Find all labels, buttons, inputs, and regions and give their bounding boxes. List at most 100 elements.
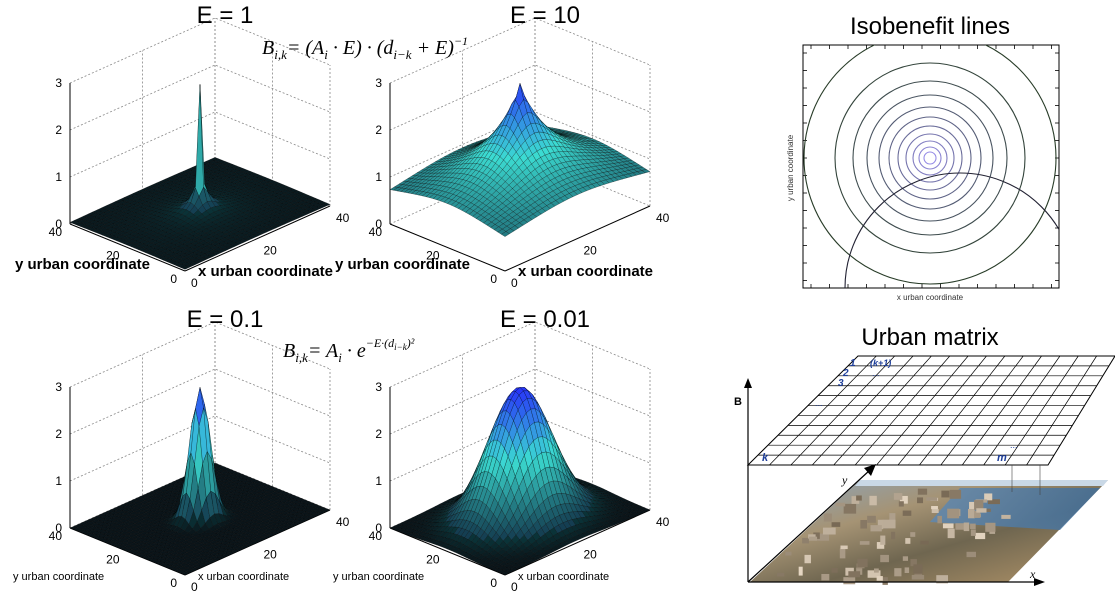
contour-ring	[918, 146, 942, 170]
y-tick-label: 40	[369, 529, 383, 543]
z-tick-label: 2	[55, 123, 62, 137]
z-tick-label: 3	[375, 76, 382, 90]
axis-x-label: x	[1029, 567, 1036, 581]
city-building	[835, 502, 846, 507]
z-tick-label: 0	[375, 217, 382, 231]
grid-column-line	[1026, 355, 1097, 466]
city-building	[851, 496, 860, 504]
y-axis	[389, 527, 506, 576]
cell-label-k-plus-1: (k+1)	[870, 358, 891, 368]
cell-label-dots-right: ...	[1010, 440, 1018, 450]
y-axis	[69, 223, 186, 272]
grid-column-line	[962, 355, 1042, 466]
city-building	[910, 559, 917, 567]
grid-column-line	[812, 355, 914, 466]
city-building	[857, 558, 868, 568]
z-gridline	[389, 64, 651, 131]
y-axis-label: y urban coordinate	[335, 256, 470, 273]
city-building	[985, 522, 996, 532]
x-axis-label: x urban coordinate	[518, 571, 609, 583]
z-gridline	[389, 17, 651, 84]
z-tick-label: 3	[55, 380, 62, 394]
z-tick-label: 0	[55, 521, 62, 535]
city-building	[859, 541, 870, 545]
city-building	[917, 497, 924, 504]
city-building	[877, 519, 884, 530]
city-building	[963, 522, 970, 532]
surface-mesh	[389, 82, 651, 237]
city-building	[970, 523, 976, 529]
x-axis	[184, 205, 331, 272]
y-axis	[389, 223, 506, 272]
city-building	[867, 570, 881, 578]
city-building	[949, 489, 962, 499]
city-building	[777, 572, 785, 577]
cell-label-1: 1	[850, 358, 856, 369]
city-building	[804, 554, 811, 564]
plot-title: E = 0.1	[187, 306, 264, 333]
city-building	[891, 531, 896, 540]
y-tick-label: 40	[49, 529, 63, 543]
city-building	[831, 522, 841, 527]
z-gridline	[69, 111, 331, 178]
surface-mesh	[69, 84, 331, 270]
city-building	[860, 520, 868, 529]
y-tick-label: 20	[426, 249, 440, 263]
city-building	[882, 577, 888, 585]
z-tick-label: 3	[375, 380, 382, 394]
z-tick-label: 1	[375, 170, 382, 184]
z-gridline	[69, 368, 331, 435]
grid-column-line	[790, 355, 895, 466]
grid-column-line	[983, 355, 1061, 466]
city-building	[902, 556, 909, 561]
city-building	[974, 510, 981, 518]
grid-column-line	[769, 355, 877, 466]
cell-label-m: m	[997, 452, 1007, 464]
city-building	[970, 529, 976, 536]
city-building	[840, 545, 848, 550]
grid-column-line	[897, 355, 987, 466]
y-tick-label: 0	[490, 272, 497, 286]
axis-y-line	[747, 469, 871, 583]
city-building	[937, 515, 942, 524]
city-building	[802, 537, 810, 544]
z-tick-label: 1	[55, 170, 62, 184]
urban-matrix-panel: Urban matrix B x y 1 (k+1) ... 2 3 ... k…	[734, 324, 1115, 586]
isobenefit-title: Isobenefit lines	[850, 13, 1010, 40]
city-building	[966, 551, 976, 558]
city-building	[904, 567, 910, 574]
y-axis-label: y urban coordinate	[15, 256, 150, 273]
city-building	[874, 568, 879, 573]
city-building	[870, 525, 882, 532]
cell-label-dots-left: ...	[815, 398, 823, 408]
z-gridline	[69, 64, 331, 131]
city-building	[817, 533, 830, 541]
z-gridline	[389, 158, 651, 225]
z-gridline	[69, 321, 331, 388]
city-building	[831, 567, 838, 573]
x-tick-label: 0	[511, 580, 518, 594]
grid-column-line	[919, 355, 1006, 466]
contour-ring	[912, 140, 948, 176]
isobenefit-frame	[802, 44, 1060, 289]
grid-column-line	[1004, 355, 1079, 466]
y-tick-label: 40	[369, 225, 383, 239]
city-building	[905, 538, 911, 544]
city-building	[931, 506, 938, 510]
axis-y-arrow	[864, 464, 876, 476]
plot-title: E = 1	[197, 2, 254, 29]
city-building	[942, 523, 954, 529]
plot-title: E = 10	[510, 2, 580, 29]
city-water	[930, 488, 1100, 530]
z-tick-label: 3	[55, 76, 62, 90]
z-tick-label: 0	[375, 521, 382, 535]
city-building	[869, 495, 877, 506]
city-building	[947, 528, 955, 539]
z-gridline	[69, 17, 331, 84]
x-tick-label: 0	[191, 580, 198, 594]
z-gridline	[389, 368, 651, 435]
isobenefit-y-label: y urban coordinate	[786, 134, 795, 201]
